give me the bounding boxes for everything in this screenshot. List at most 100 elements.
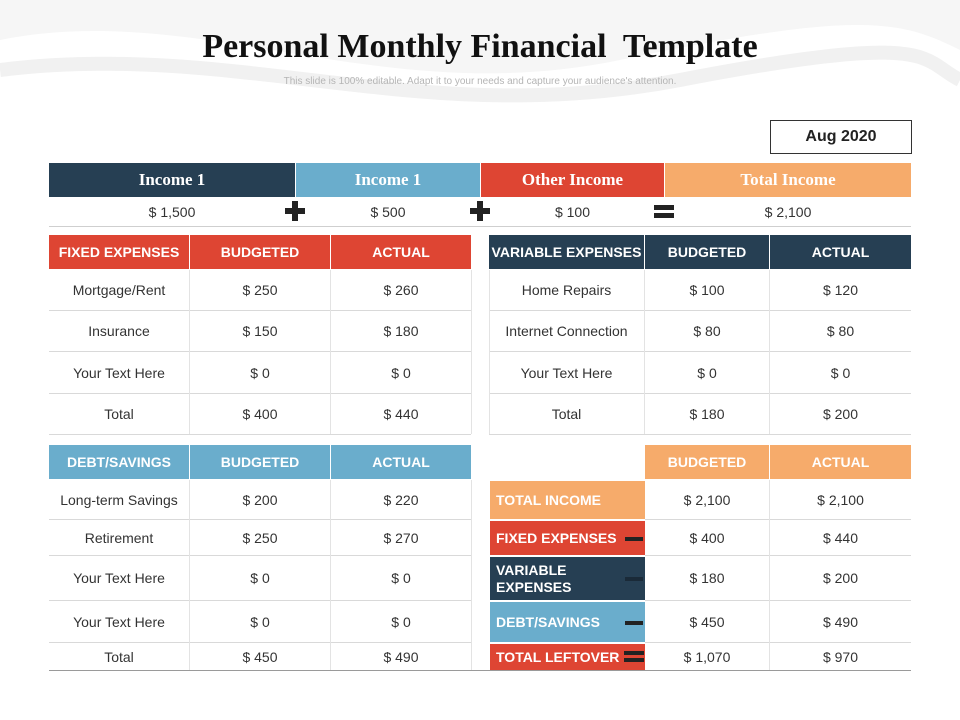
variable-total-budgeted[interactable]: $ 180 [689, 406, 725, 422]
minus-icon [625, 537, 643, 541]
table-bottom-border [49, 670, 911, 671]
minus-icon [625, 621, 643, 625]
debt-row-label[interactable]: Long-term Savings [60, 491, 178, 508]
row-divider [49, 555, 471, 556]
row-divider [49, 434, 471, 435]
summary-variable-expenses-budgeted[interactable]: $ 180 [689, 570, 725, 586]
row-divider [49, 351, 471, 352]
variable-row-actual[interactable]: $ 0 [830, 364, 851, 381]
fixed-total-actual[interactable]: $ 440 [383, 406, 419, 422]
equals-icon [652, 199, 676, 223]
debt-row-budgeted[interactable]: $ 250 [242, 529, 278, 546]
page-title: Personal Monthly Financial Template [202, 28, 758, 65]
summary-debt-savings-label: DEBT/SAVINGS [490, 602, 645, 642]
fixed-row-actual[interactable]: $ 260 [383, 282, 419, 298]
plus-icon [283, 199, 307, 223]
column-divider [769, 270, 770, 434]
debt-row-actual[interactable]: $ 270 [383, 529, 419, 546]
column-divider [330, 480, 331, 670]
income-2-header: Income 1 [296, 163, 480, 197]
debt-row-actual[interactable]: $ 220 [383, 491, 419, 508]
month-label[interactable]: Aug 2020 [770, 120, 912, 154]
column-divider [471, 480, 472, 670]
row-divider [645, 519, 911, 520]
income-1-value[interactable]: $ 1,500 [148, 204, 196, 220]
variable-row-budgeted[interactable]: $ 100 [689, 282, 725, 298]
variable-row-budgeted[interactable]: $ 0 [697, 364, 717, 381]
income-strip-divider [49, 226, 911, 227]
debt-row-label[interactable]: Your Text Here [73, 570, 165, 586]
fixed-row-budgeted[interactable]: $ 150 [242, 323, 278, 339]
summary-total-leftover-actual[interactable]: $ 970 [822, 648, 859, 665]
summary-variable-expenses-label: VARIABLE EXPENSES [490, 557, 645, 600]
row-divider [49, 519, 471, 520]
background-swoosh [0, 0, 960, 103]
variable-row-label[interactable]: Home Repairs [521, 282, 612, 298]
row-divider [489, 393, 911, 394]
debt-total-actual[interactable]: $ 490 [383, 648, 419, 665]
fixed-row-actual[interactable]: $ 180 [383, 323, 419, 339]
fixed-row-label[interactable]: Insurance [88, 323, 150, 339]
fixed-row-label[interactable]: Mortgage/Rent [72, 282, 166, 298]
total-income-value[interactable]: $ 2,100 [764, 204, 812, 220]
summary-actual-header: ACTUAL [770, 445, 911, 479]
row-divider [489, 310, 911, 311]
fixed-total-budgeted[interactable]: $ 400 [242, 406, 278, 422]
debt-row-budgeted[interactable]: $ 200 [242, 491, 278, 508]
summary-total-income-budgeted[interactable]: $ 2,100 [683, 491, 731, 508]
summary-budgeted-header: BUDGETED [645, 445, 769, 479]
summary-debt-savings-budgeted[interactable]: $ 450 [689, 613, 725, 630]
debt-total-budgeted[interactable]: $ 450 [242, 648, 278, 665]
debt-total-label: Total [104, 648, 134, 665]
variable-row-label[interactable]: Internet Connection [505, 323, 628, 339]
debt-budgeted-header: BUDGETED [190, 445, 330, 479]
column-divider [769, 480, 770, 670]
variable-budgeted-header: BUDGETED [645, 235, 769, 269]
variable-row-actual[interactable]: $ 120 [822, 282, 859, 298]
summary-total-income-label: TOTAL INCOME [490, 481, 645, 519]
debt-actual-header: ACTUAL [331, 445, 471, 479]
row-divider [49, 642, 471, 643]
variable-row-budgeted[interactable]: $ 80 [693, 323, 721, 339]
fixed-row-budgeted[interactable]: $ 250 [242, 282, 278, 298]
row-divider [49, 310, 471, 311]
summary-total-income-actual[interactable]: $ 2,100 [817, 491, 864, 508]
summary-debt-savings-actual[interactable]: $ 490 [822, 613, 859, 630]
variable-total-actual[interactable]: $ 200 [822, 406, 859, 422]
debt-row-actual[interactable]: $ 0 [391, 570, 411, 586]
summary-fixed-expenses-actual[interactable]: $ 440 [822, 529, 859, 546]
row-divider [489, 434, 911, 435]
variable-row-actual[interactable]: $ 80 [826, 323, 855, 339]
debt-row-label[interactable]: Retirement [84, 529, 154, 546]
fixed-row-label[interactable]: Your Text Here [73, 364, 165, 381]
variable-row-label[interactable]: Your Text Here [520, 364, 613, 381]
summary-fixed-expenses-label: FIXED EXPENSES [490, 521, 645, 555]
fixed-row-actual[interactable]: $ 0 [391, 364, 411, 381]
summary-fixed-expenses-budgeted[interactable]: $ 400 [689, 529, 725, 546]
column-divider [471, 270, 472, 434]
row-divider [49, 600, 471, 601]
column-divider [330, 270, 331, 434]
row-divider [49, 393, 471, 394]
other-income-header: Other Income [481, 163, 664, 197]
fixed-expenses-header: FIXED EXPENSES [49, 235, 189, 269]
other-income-value[interactable]: $ 100 [554, 204, 591, 220]
debt-row-budgeted[interactable]: $ 0 [250, 570, 270, 586]
debt-row-label[interactable]: Your Text Here [73, 613, 165, 630]
variable-actual-header: ACTUAL [770, 235, 911, 269]
income-2-value[interactable]: $ 500 [370, 204, 406, 220]
column-divider [189, 270, 190, 434]
debt-row-budgeted[interactable]: $ 0 [250, 613, 270, 630]
fixed-budgeted-header: BUDGETED [190, 235, 330, 269]
page-subtitle: This slide is 100% editable. Adapt it to… [283, 76, 677, 87]
summary-variable-expenses-actual[interactable]: $ 200 [822, 570, 859, 586]
total-income-header: Total Income [665, 163, 911, 197]
row-divider [645, 642, 911, 643]
column-divider [489, 270, 490, 434]
fixed-actual-header: ACTUAL [331, 235, 471, 269]
variable-total-label: Total [551, 406, 582, 422]
summary-total-leftover-label: TOTAL LEFTOVER [490, 644, 645, 670]
fixed-row-budgeted[interactable]: $ 0 [250, 364, 270, 381]
summary-total-leftover-budgeted[interactable]: $ 1,070 [683, 648, 731, 665]
debt-row-actual[interactable]: $ 0 [391, 613, 411, 630]
